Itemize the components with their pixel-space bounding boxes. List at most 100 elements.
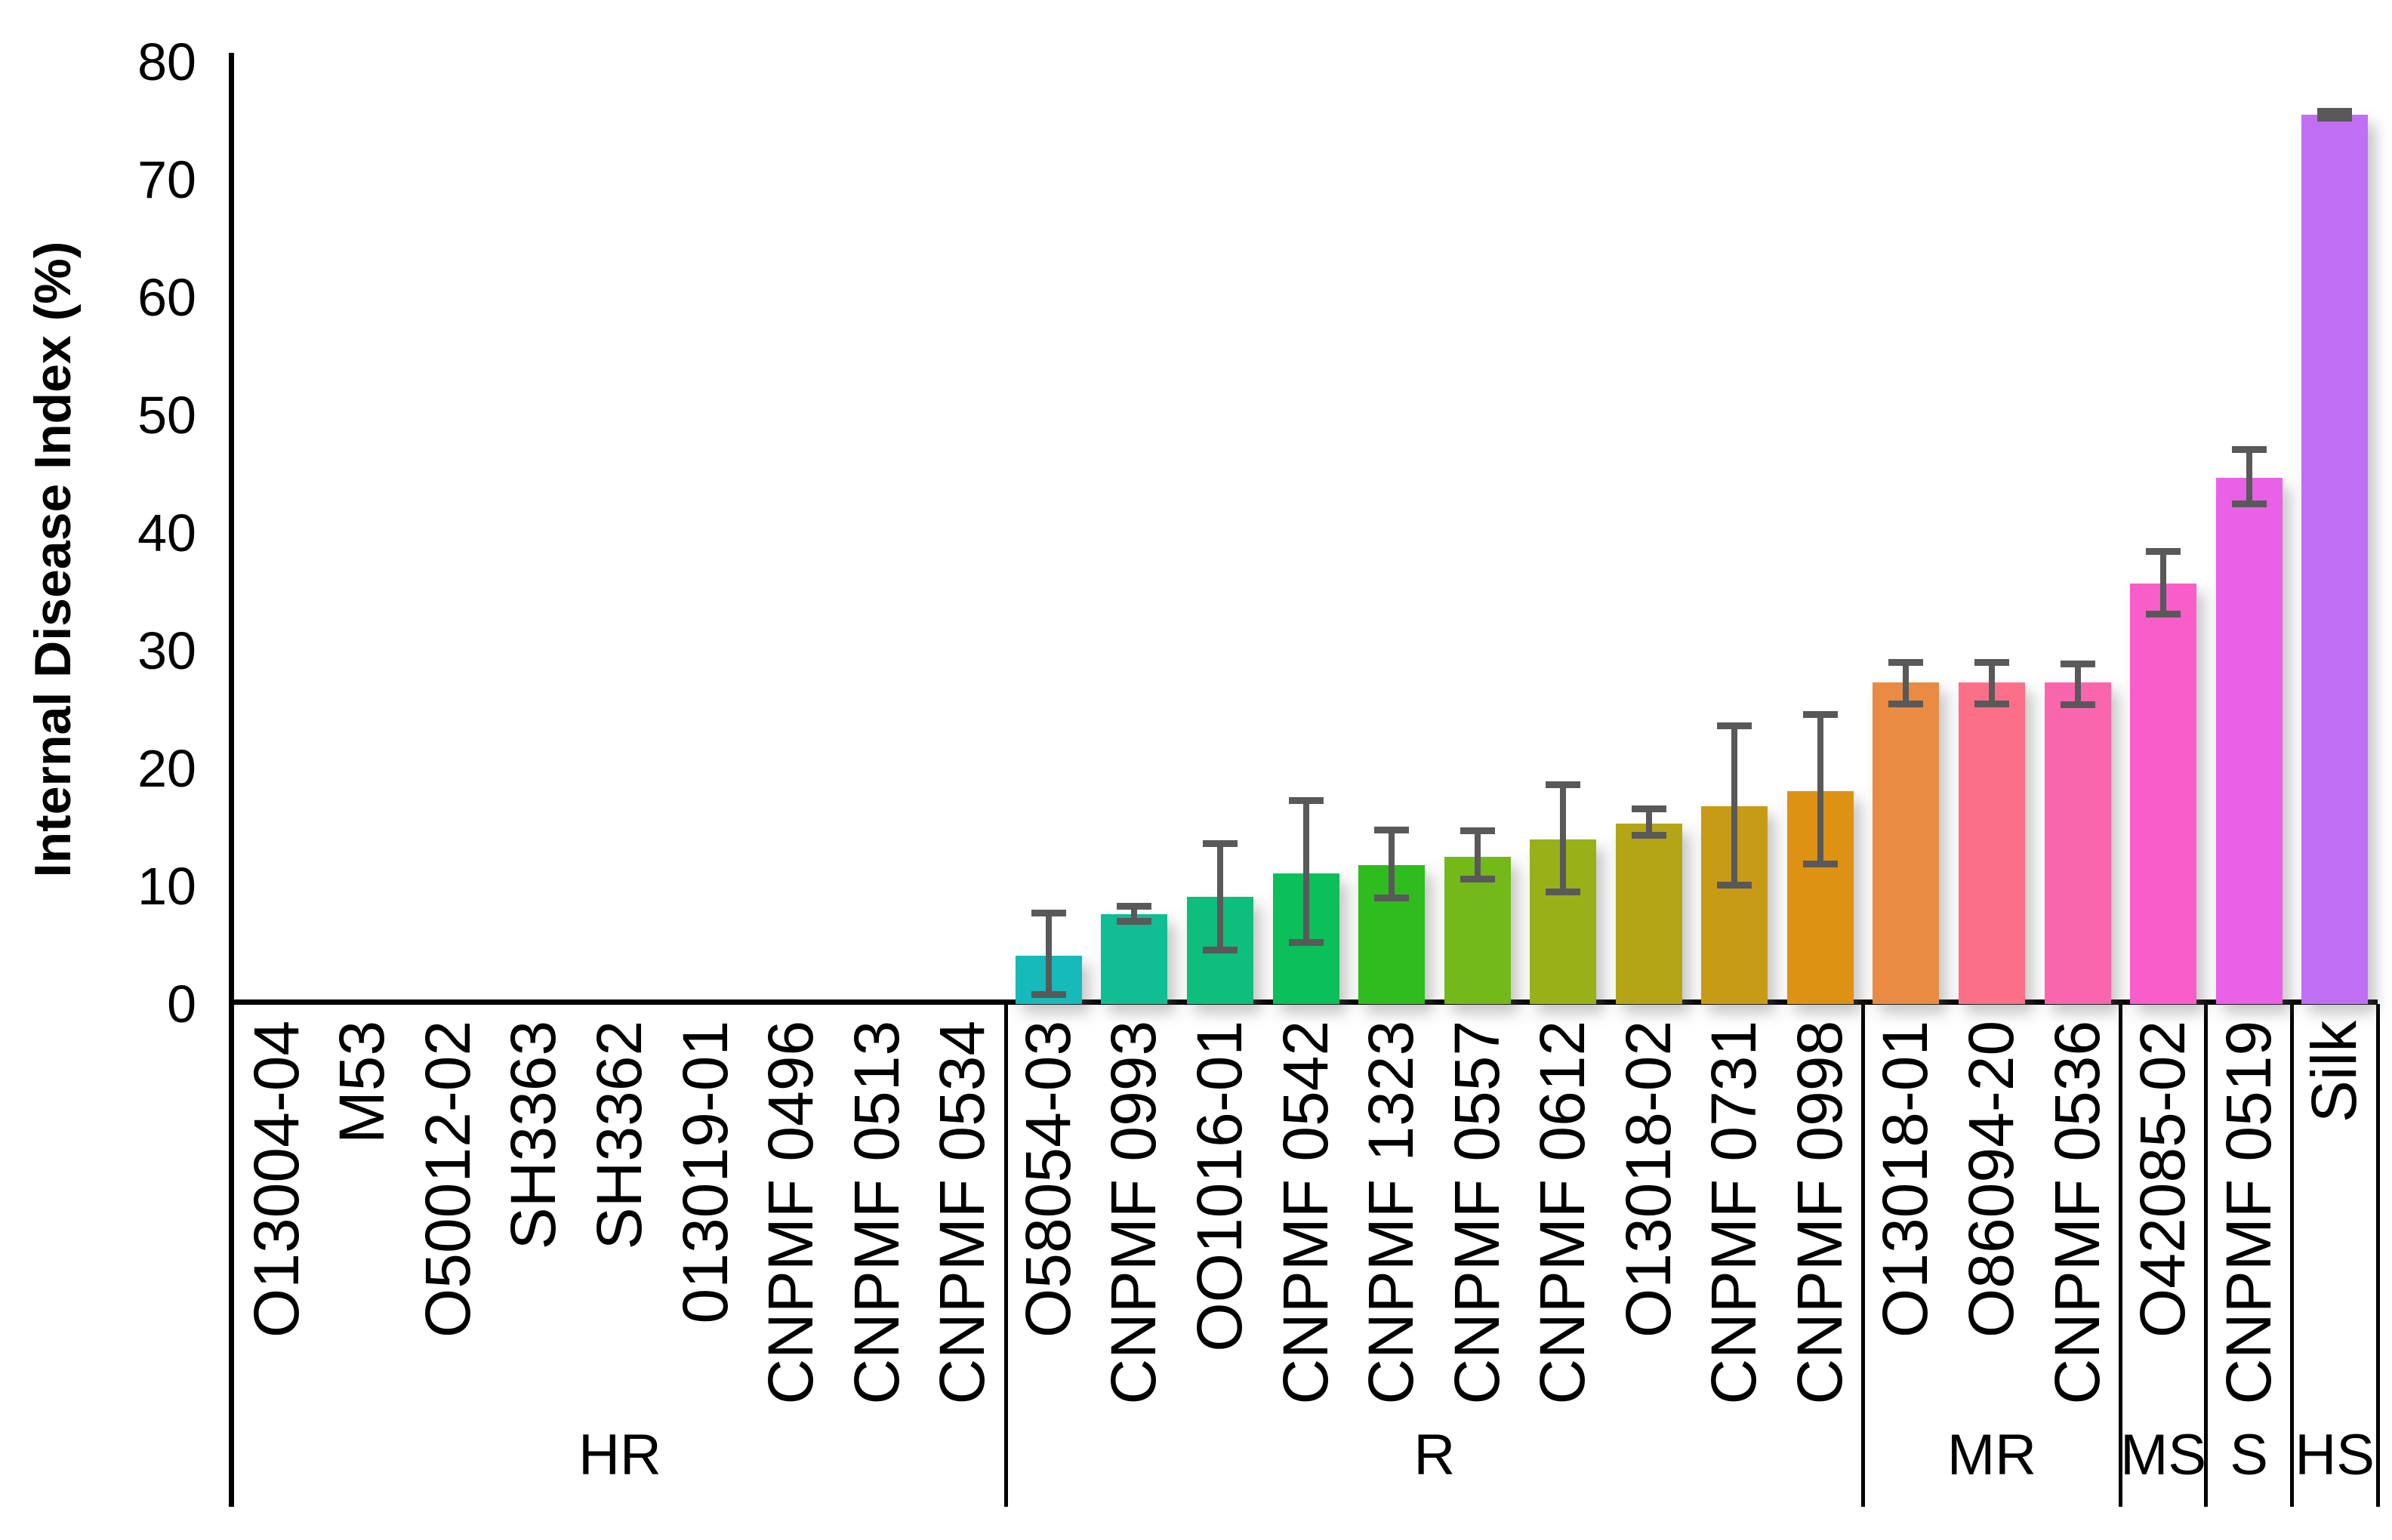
y-tick-label: 80 [137,32,196,91]
group-divider-line [2204,1004,2209,1507]
category-label: O13018-02 [1612,1020,1684,1338]
error-bar-cap [1460,827,1495,835]
error-bar-cap [1031,991,1066,999]
group-label: MS [2120,1423,2207,1487]
group-label: S [2230,1423,2268,1487]
error-bar-cap [1974,700,2009,707]
error-bar-cap [1546,781,1581,789]
error-bar-line [1988,662,1995,704]
category-label: CNPMF 0998 [1784,1020,1856,1405]
y-tick-label: 70 [137,150,196,209]
error-bar-cap [1631,805,1666,812]
category-label: SH3362 [584,1020,655,1250]
y-tick-label: 0 [167,975,196,1033]
error-bar-cap [1717,722,1752,730]
group-label: HR [578,1423,661,1487]
bar [2301,115,2369,1004]
error-bar-cap [1802,710,1838,718]
category-label: CNPMF 0993 [1098,1020,1170,1405]
error-bar-cap [2231,445,2267,453]
group-divider-line [2289,1004,2294,1507]
group-divider-line [1003,1004,1008,1507]
category-label: CNPMF 0731 [1698,1020,1770,1405]
error-bar-cap [2317,115,2353,122]
category-label: O13018-01 [1870,1020,1941,1338]
bar [2130,584,2197,1004]
category-label: O13004-04 [240,1020,312,1338]
error-bar-line [1560,784,1567,892]
category-label: CNPMF 0519 [2212,1020,2284,1405]
error-bar-cap [1546,889,1581,896]
category-label: CNPMF 1323 [1355,1020,1427,1405]
category-label: CNPMF 0557 [1441,1020,1512,1405]
category-label: Silk [2298,1020,2370,1123]
category-label: O50012-02 [412,1020,484,1338]
category-label: CNPMF 0612 [1527,1020,1598,1405]
bar [1101,914,1168,1004]
bar [1615,824,1682,1004]
error-bar-cap [1717,881,1752,889]
error-bar-cap [2146,548,2181,556]
y-tick-label: 20 [137,739,196,798]
category-label: CNPMF 0513 [840,1020,912,1405]
y-tick-label: 30 [137,621,196,680]
bar [1873,682,1940,1004]
error-bar-line [1817,714,1823,864]
error-bar-cap [1117,918,1152,926]
error-bar-cap [1631,832,1666,839]
error-bar-line [1216,843,1223,950]
bar [2215,477,2283,1004]
error-bar-line [2332,111,2338,119]
category-label: 013019-01 [669,1020,741,1324]
error-bar-cap [1117,903,1152,910]
error-bar-cap [1974,659,2009,667]
group-divider-line [2375,1004,2380,1507]
error-bar-line [2246,449,2252,504]
error-bar-line [1389,830,1395,898]
error-bar-cap [1031,910,1066,917]
error-bar-line [1903,662,1910,704]
category-label: O42085-02 [2127,1020,2199,1338]
y-axis-line [229,53,234,1507]
error-bar-line [1645,808,1652,836]
category-label: CNPMF 0496 [755,1020,827,1405]
group-label: HS [2295,1423,2375,1487]
error-bar-cap [2146,611,2181,618]
category-label: OO1016-01 [1184,1020,1256,1352]
error-bar-line [1131,906,1138,922]
y-tick-label: 60 [137,268,196,327]
category-label: SH3363 [498,1020,569,1250]
category-label: CNPMF 0542 [1269,1020,1341,1405]
error-bar-cap [1460,876,1495,883]
category-label: O86094-20 [1956,1020,2027,1338]
category-label: O58054-03 [1013,1020,1084,1338]
category-label: CNPMF 0534 [926,1020,998,1405]
error-bar-cap [1888,659,1924,667]
error-bar-cap [1374,826,1410,833]
error-bar-line [1045,913,1052,995]
group-label: R [1413,1423,1456,1487]
error-bar-cap [1374,895,1410,902]
category-label: CNPMF 0536 [2041,1020,2113,1405]
bar [2044,682,2111,1004]
error-bar-cap [2231,500,2267,507]
y-tick-label: 50 [137,386,196,445]
error-bar-cap [1888,700,1924,707]
error-bar-line [2074,664,2081,705]
error-bar-line [2160,551,2167,614]
error-bar-line [1302,800,1309,943]
error-bar-cap [2060,701,2095,709]
error-bar-cap [2317,108,2353,116]
error-bar-cap [1802,860,1838,867]
error-bar-line [1731,725,1738,886]
error-bar-cap [2060,660,2095,667]
bar [1958,682,2025,1004]
error-bar-cap [1202,946,1238,953]
y-tick-label: 10 [137,857,196,916]
y-tick-label: 40 [137,504,196,562]
category-label: M53 [326,1020,398,1144]
error-bar-line [1474,830,1481,879]
group-divider-line [2118,1004,2122,1507]
group-label: MR [1947,1423,2037,1487]
